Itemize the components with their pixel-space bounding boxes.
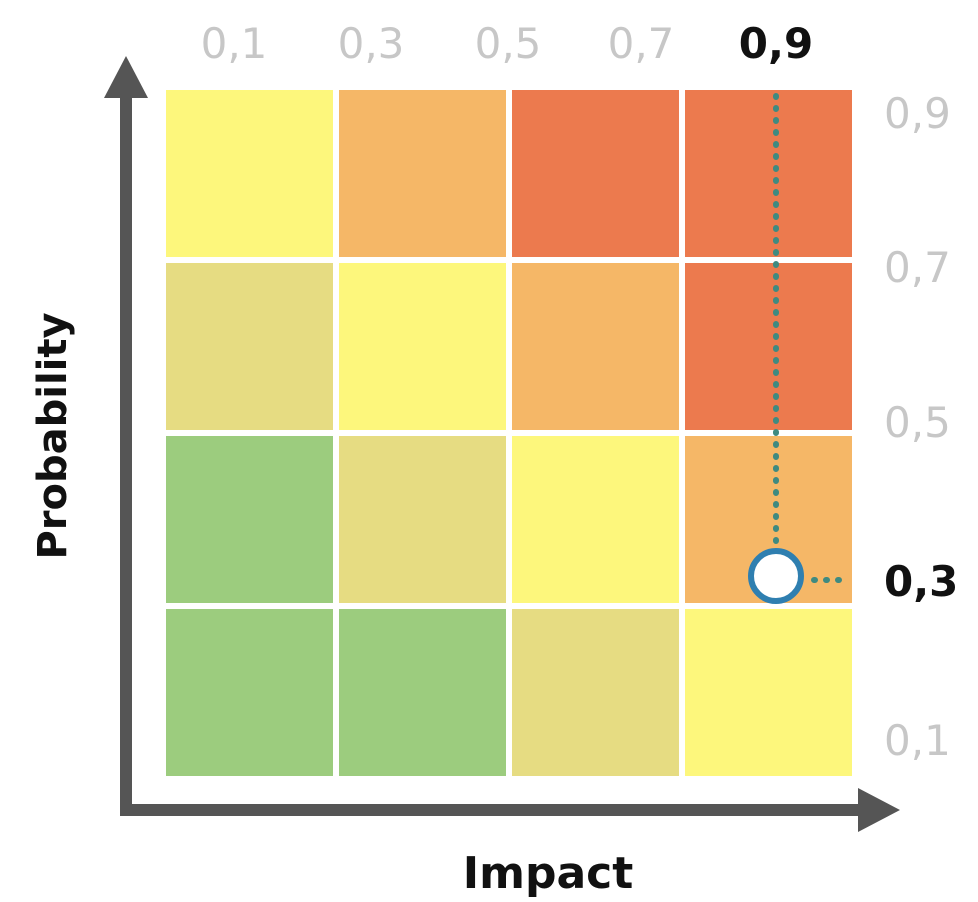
heatmap-cells [166,90,852,776]
x-tick-label: 0,5 [475,19,542,68]
x-axis-title: Impact [463,848,634,899]
x-tick-label: 0,3 [338,19,405,68]
y-tick-label: 0,7 [884,243,951,292]
x-axis-arrowhead [858,788,900,832]
heatmap-cell [166,90,333,257]
x-tick-label: 0,7 [608,19,675,68]
heatmap-cell [685,263,852,430]
heatmap-cell [685,609,852,776]
y-tick-label: 0,1 [884,716,951,765]
y-axis-arrowhead [104,56,148,98]
heatmap-cell [685,90,852,257]
y-tick-label: 0,5 [884,398,951,447]
highlight-guides [748,93,849,604]
y-tick-labels: 0,9 0,7 0,5 0,3 0,1 [884,89,958,765]
heatmap-cell [166,609,333,776]
heatmap-cell [512,263,679,430]
heatmap-cell [166,436,333,603]
heatmap-cell [339,609,506,776]
axes [104,56,900,832]
x-tick-label: 0,1 [201,19,268,68]
heatmap-cell [512,90,679,257]
y-axis-title: Probability [30,312,76,559]
heatmap-cell [166,263,333,430]
heatmap-cell [512,609,679,776]
y-tick-label: 0,9 [884,89,951,138]
risk-point-marker [748,548,804,604]
heatmap-cell [339,263,506,430]
heatmap-cell [339,436,506,603]
heatmap-cell [512,436,679,603]
y-tick-label: 0,3 [884,557,958,606]
x-tick-labels: 0,1 0,3 0,5 0,7 0,9 [201,19,814,68]
x-tick-label: 0,9 [739,19,813,68]
heatmap-cell [339,90,506,257]
